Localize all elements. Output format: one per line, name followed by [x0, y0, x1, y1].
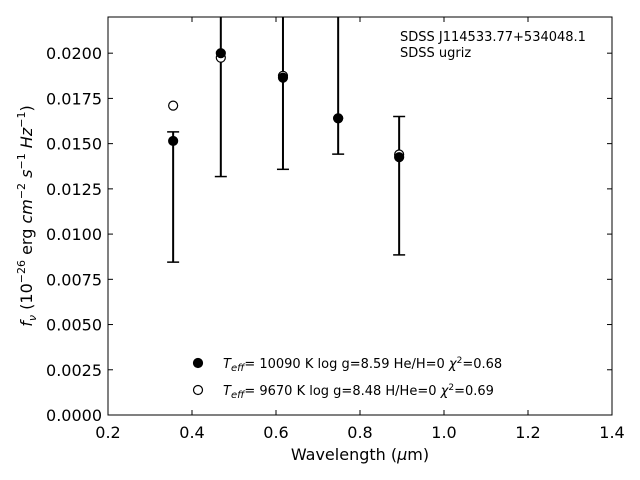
y-tick-label: 0.0025 — [46, 361, 102, 380]
x-tick-label: 1.0 — [431, 423, 456, 442]
model-point-filled — [277, 72, 289, 83]
y-tick-label: 0.0075 — [46, 270, 102, 289]
model-point-open — [168, 100, 179, 111]
x-tick-label: 0.2 — [95, 423, 120, 442]
photometry-system-annotation: SDSS ugriz — [400, 46, 471, 61]
object-name-annotation: SDSS J114533.77+534048.1 — [400, 30, 586, 45]
y-tick-label: 0.0050 — [46, 316, 102, 335]
y-tick-label: 0.0200 — [46, 44, 102, 63]
model-point-filled — [215, 48, 226, 59]
y-tick-label: 0.0175 — [46, 89, 102, 108]
x-tick-label: 0.4 — [179, 423, 204, 442]
x-tick-label: 1.4 — [599, 423, 624, 442]
plot-frame — [107, 16, 613, 416]
y-tick-label: 0.0125 — [46, 180, 102, 199]
y-axis-label: fν (10−26 erg cm−2 s−1 Hz−1) — [15, 105, 39, 326]
model-point-filled — [394, 152, 405, 163]
x-axis-label: Wavelength (μm) — [291, 445, 429, 464]
y-tick-label: 0.0000 — [46, 406, 102, 425]
x-tick-label: 0.6 — [263, 423, 288, 442]
model-point-filled — [168, 135, 179, 147]
x-tick-label: 1.2 — [515, 423, 540, 442]
legend: Teff= 10090 K log g=8.59 He/H=0 χ2=0.68 T… — [192, 356, 502, 401]
x-tick-label: 0.8 — [347, 423, 372, 442]
legend-marker — [192, 357, 204, 369]
legend-marker — [192, 384, 204, 396]
legend-entry: Teff= 10090 K log g=8.59 He/H=0 χ2=0.68 — [223, 356, 502, 374]
model-point-filled — [333, 113, 344, 124]
axis-ticks: 0.2 0.4 0.6 0.8 1.0 1.2 1.4 0.0000 0.0025 0.0050 0… — [46, 17, 625, 442]
y-tick-label: 0.0100 — [46, 225, 102, 244]
data-points — [168, 48, 405, 163]
legend-entry: Teff= 9670 K log g=8.48 H/He=0 χ2=0.69 — [223, 383, 494, 401]
y-tick-label: 0.0150 — [46, 135, 102, 154]
